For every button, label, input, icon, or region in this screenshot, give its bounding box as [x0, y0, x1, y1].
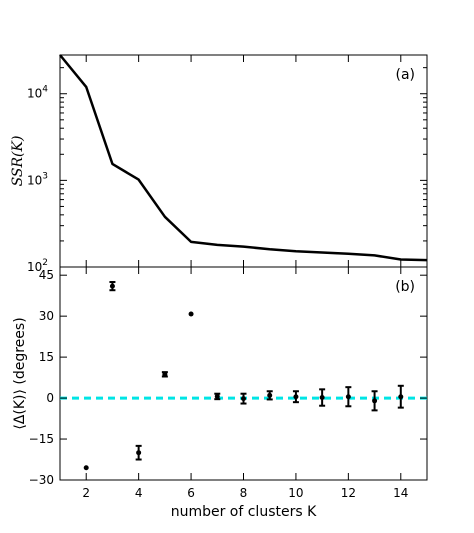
data-point: [214, 393, 220, 399]
panel-b-xlabel: number of clusters K: [171, 504, 317, 520]
data-point: [398, 394, 404, 400]
data-point: [267, 392, 273, 398]
data-point: [109, 283, 115, 289]
x-tick-label: 12: [341, 486, 356, 500]
data-point: [162, 371, 168, 377]
x-tick-label: 2: [82, 486, 90, 500]
y-tick-label: 30: [39, 309, 54, 323]
y-tick-label: −30: [29, 473, 54, 487]
data-point: [319, 395, 325, 401]
x-tick-label: 8: [240, 486, 248, 500]
y-tick-label: 0: [46, 391, 54, 405]
panel-a-ylabel: SSR(K): [10, 136, 26, 187]
panel-b-plot: [60, 281, 427, 471]
y-tick-label: −15: [29, 432, 54, 446]
panel-b-ticks: −30 −15 0 15 30 45 2 4 6 8 10 12 14: [29, 267, 427, 500]
panel-b-label: (b): [395, 279, 415, 295]
data-point: [293, 394, 299, 400]
x-tick-label: 6: [187, 486, 195, 500]
y-tick-label: 45: [39, 268, 54, 282]
y-tick-label: 102: [27, 258, 48, 274]
data-point: [372, 398, 378, 404]
panel-a-ticks: 102 103 104: [27, 55, 427, 274]
y-tick-label: 15: [39, 350, 54, 364]
data-point: [345, 394, 351, 400]
y-tick-label: 103: [27, 171, 48, 187]
x-tick-label: 4: [135, 486, 143, 500]
x-tick-label: 14: [393, 486, 408, 500]
data-point: [83, 465, 89, 471]
panel-a-label: (a): [395, 67, 415, 83]
y-tick-label: 104: [27, 85, 48, 101]
panel-a-plot: [59, 54, 428, 262]
data-point: [241, 396, 246, 402]
ssr-series-line: [59, 54, 428, 262]
panel-b-frame: [59, 266, 428, 481]
x-tick-label: 10: [288, 486, 303, 500]
panel-b-ylabel: ⟨Δ(K)⟩ (degrees): [12, 317, 28, 429]
data-point: [136, 450, 142, 456]
panel-a-frame: [59, 54, 428, 268]
data-point: [188, 311, 194, 317]
